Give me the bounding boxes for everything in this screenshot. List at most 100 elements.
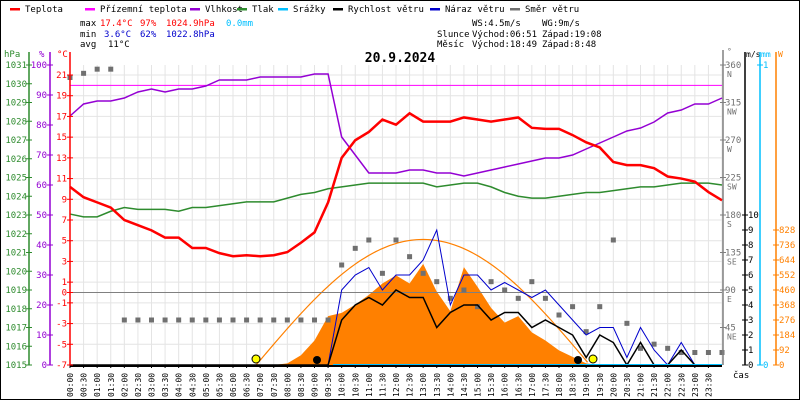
wind-direction-point xyxy=(719,350,725,355)
x-tick-label: 05:30 xyxy=(215,373,224,397)
moonrise: Východ:18:49 xyxy=(472,40,537,50)
temperature-tick-label: 17 xyxy=(56,112,67,122)
x-tick-label: 11:30 xyxy=(378,373,387,397)
pressure-line xyxy=(69,182,723,218)
wind-direction-point xyxy=(570,304,576,310)
min-temp: 3.6°C xyxy=(104,30,131,40)
x-tick-label: 08:00 xyxy=(283,373,292,397)
wind-direction-point xyxy=(583,329,589,335)
wind-gust-max: WG:9m/s xyxy=(542,19,580,29)
wind-direction-point xyxy=(176,317,182,323)
wind-direction-point xyxy=(257,317,263,323)
wind-direction-point xyxy=(407,254,413,260)
wind-direction-point xyxy=(366,237,372,243)
legend-swatch xyxy=(333,8,343,11)
wind-direction-point xyxy=(216,317,222,323)
pressure-tick-label: 1023 xyxy=(5,211,27,221)
solar-tick-label: 276 xyxy=(779,316,795,326)
compass-label: SW xyxy=(727,183,737,192)
solar-tick-label: 644 xyxy=(779,256,795,266)
temperature-tick-label: 11 xyxy=(56,175,67,185)
temperature-tick-label: 19 xyxy=(56,92,67,102)
wind-direction-point xyxy=(515,295,521,301)
wind-direction-point xyxy=(420,270,426,276)
humidity-tick-label: 50 xyxy=(36,211,47,221)
humidity-tick-label: 10 xyxy=(36,331,47,341)
wind-direction-point xyxy=(271,317,277,323)
x-tick-label: 16:30 xyxy=(514,373,523,397)
wind-direction-point xyxy=(325,317,331,323)
legend-label: Rychlost větru xyxy=(348,5,424,15)
compass-label: NW xyxy=(727,108,737,117)
sunset-icon xyxy=(588,354,598,364)
legend-label: Přízemní teplota xyxy=(100,5,187,15)
x-tick-label: 16:00 xyxy=(501,373,510,397)
compass-label: W xyxy=(727,145,732,154)
moon-label: Měsíc xyxy=(437,40,464,50)
x-tick-label: 19:30 xyxy=(596,373,605,397)
x-tick-label: 09:00 xyxy=(311,373,320,397)
compass-label: SE xyxy=(727,258,737,267)
compass-label: S xyxy=(727,220,732,229)
wind-tick-label: 8 xyxy=(748,241,753,251)
wind-tick-label: 4 xyxy=(748,301,753,311)
wind-direction-point xyxy=(298,317,304,323)
pressure-tick-label: 1022 xyxy=(5,230,27,240)
x-tick-label: 09:30 xyxy=(324,373,333,397)
compass-label: E xyxy=(727,295,732,304)
stats-panel: max 17.4°C 97% 1024.9hPa 0.0mm min 3.6°C… xyxy=(80,19,602,50)
temperature-tick-label: 0 xyxy=(62,289,67,299)
wind-direction-point xyxy=(149,317,154,323)
pressure-tick-label: 1031 xyxy=(5,61,27,71)
direction-tick-label: 135 xyxy=(725,249,741,259)
pressure-tick-label: 1019 xyxy=(5,286,27,296)
humidity-tick-label: 90 xyxy=(36,91,47,101)
moonrise-icon xyxy=(574,356,582,364)
pressure-tick-label: 1015 xyxy=(5,361,27,371)
x-tick-label: 23:00 xyxy=(691,373,700,397)
x-tick-label: 04:30 xyxy=(188,373,197,397)
temperature-tick-label: 9 xyxy=(62,195,67,205)
solar-tick-label: 460 xyxy=(779,286,795,296)
wind-tick-label: 6 xyxy=(748,271,753,281)
solar-tick-label: 552 xyxy=(779,271,795,281)
x-tick-label: 21:30 xyxy=(650,373,659,397)
wind-tick-label: 9 xyxy=(748,226,753,236)
wind-direction-point xyxy=(678,350,684,355)
chart-title: 20.9.2024 xyxy=(365,51,436,66)
temperature-tick-label: 15 xyxy=(56,133,67,143)
wind-direction-point xyxy=(529,279,535,285)
pressure-tick-label: 1030 xyxy=(5,80,27,90)
wind-direction-point xyxy=(692,350,698,355)
pressure-tick-label: 1029 xyxy=(5,99,27,109)
wind-tick-label: 5 xyxy=(748,286,753,296)
wind-direction-point xyxy=(665,345,671,351)
legend-label: Tlak xyxy=(252,5,274,15)
wind-direction-point xyxy=(651,341,657,347)
x-axis-label: čas xyxy=(733,370,749,381)
direction-tick-label: 90 xyxy=(725,286,736,296)
wind-tick-label: 1 xyxy=(748,346,753,356)
direction-tick-label: 180 xyxy=(725,211,741,221)
direction-tick-label: 270 xyxy=(725,136,741,146)
temperature-tick-label: 1 xyxy=(62,278,67,288)
x-tick-label: 03:00 xyxy=(148,373,157,397)
legend: Teplota Přízemní teplota Vlhkost Tlak Srážky… xyxy=(10,5,579,15)
wind-direction-point xyxy=(556,312,562,318)
temperature-tick-label: -5 xyxy=(56,340,67,350)
wind-direction-point xyxy=(284,317,290,323)
wind-direction-point xyxy=(705,350,711,355)
wind-direction-point xyxy=(94,66,100,72)
legend-swatch xyxy=(190,8,200,11)
clear-sky-radiation-line xyxy=(255,238,589,366)
rain-unit: mm xyxy=(761,50,771,59)
x-tick-label: 15:30 xyxy=(487,373,496,397)
wind-direction-point xyxy=(447,295,453,301)
wind-direction-point xyxy=(542,295,548,301)
humidity-tick-label: 60 xyxy=(36,181,47,191)
wind-direction-point xyxy=(189,317,195,323)
wind-direction-point xyxy=(379,270,385,276)
sunrise-icon xyxy=(251,354,261,364)
x-tick-label: 02:00 xyxy=(120,373,129,397)
